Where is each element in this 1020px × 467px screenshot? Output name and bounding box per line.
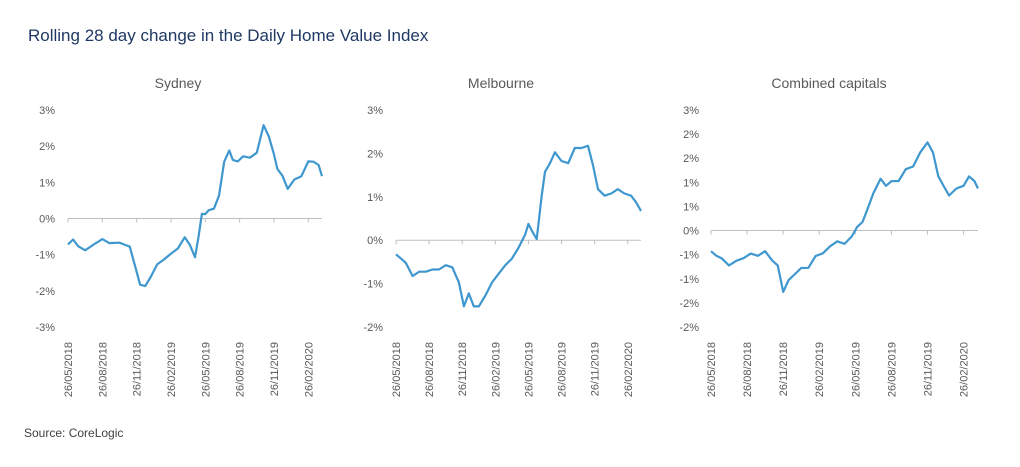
x-tick-label: 26/11/2019	[269, 342, 281, 396]
x-tick-label: 26/05/2018	[391, 342, 403, 397]
x-tick-label: 26/11/2018	[778, 342, 790, 396]
x-tick-label: 26/08/2019	[235, 342, 247, 397]
y-tick-label: -2%	[363, 322, 383, 334]
y-tick-label: 1%	[683, 201, 699, 213]
y-tick-label: -2%	[679, 298, 699, 310]
y-tick-label: 1%	[39, 177, 55, 189]
y-tick-label: 1%	[683, 177, 699, 189]
panel-title: Combined capitals	[771, 75, 886, 91]
y-tick-label: 2%	[39, 141, 55, 153]
y-tick-label: 0%	[367, 235, 383, 247]
x-tick-label: 26/05/2019	[850, 342, 862, 397]
x-tick-label: 26/08/2019	[886, 342, 898, 397]
series-line	[67, 124, 324, 288]
y-tick-label: -1%	[35, 250, 55, 262]
x-tick-label: 26/05/2018	[63, 342, 75, 397]
x-tick-label: 26/05/2019	[523, 342, 535, 397]
x-tick-label: 26/05/2018	[706, 342, 718, 397]
chart-panel-2: Combined capitals 3% 2% 2% 1% 1% 0% -1% -1% -2% -2…	[679, 75, 979, 397]
y-tick-label: 2%	[683, 153, 699, 165]
x-tick-label: 26/02/2019	[490, 342, 502, 397]
y-tick-label: 2%	[683, 129, 699, 141]
x-tick-label: 26/11/2019	[922, 342, 934, 396]
x-tick-label: 26/02/2020	[959, 342, 971, 397]
y-tick-label: -1%	[679, 250, 699, 262]
panel-title: Melbourne	[468, 75, 534, 91]
y-tick-label: -1%	[363, 279, 383, 291]
x-tick-label: 26/11/2018	[457, 342, 469, 396]
series-line	[395, 144, 642, 308]
panel-title: Sydney	[155, 75, 202, 91]
y-tick-label: -3%	[35, 322, 55, 334]
x-tick-label: 26/02/2020	[623, 342, 635, 397]
y-tick-label: -1%	[679, 274, 699, 286]
y-tick-label: 3%	[683, 105, 699, 117]
x-tick-label: 26/02/2019	[166, 342, 178, 397]
y-tick-label: 1%	[367, 192, 383, 204]
x-tick-label: 26/08/2018	[97, 342, 109, 397]
y-tick-label: 2%	[367, 148, 383, 160]
y-tick-label: 0%	[683, 226, 699, 238]
y-tick-label: 3%	[39, 105, 55, 117]
chart-panel-1: Melbourne 3% 2% 1% 0% -1% -2% 26/05/2018 26/08/2…	[363, 75, 642, 397]
x-tick-label: 26/02/2019	[814, 342, 826, 397]
chart-panel-0: Sydney 3% 2% 1% 0% -1% -2% -3% 26/05/2018 26/08/2…	[35, 75, 324, 397]
source-note: Source: CoreLogic	[24, 426, 124, 440]
x-tick-label: 26/02/2020	[303, 342, 315, 397]
x-tick-label: 26/08/2018	[424, 342, 436, 397]
y-tick-label: -2%	[679, 322, 699, 334]
y-tick-label: 3%	[367, 105, 383, 117]
x-tick-label: 26/08/2018	[742, 342, 754, 397]
x-tick-label: 26/05/2019	[200, 342, 212, 397]
series-line	[710, 141, 979, 293]
chart-title: Rolling 28 day change in the Daily Home …	[28, 26, 429, 45]
y-tick-label: -2%	[35, 286, 55, 298]
x-tick-label: 26/11/2019	[590, 342, 602, 396]
y-tick-label: 0%	[39, 214, 55, 226]
x-tick-label: 26/11/2018	[132, 342, 144, 396]
x-tick-label: 26/08/2019	[557, 342, 569, 397]
